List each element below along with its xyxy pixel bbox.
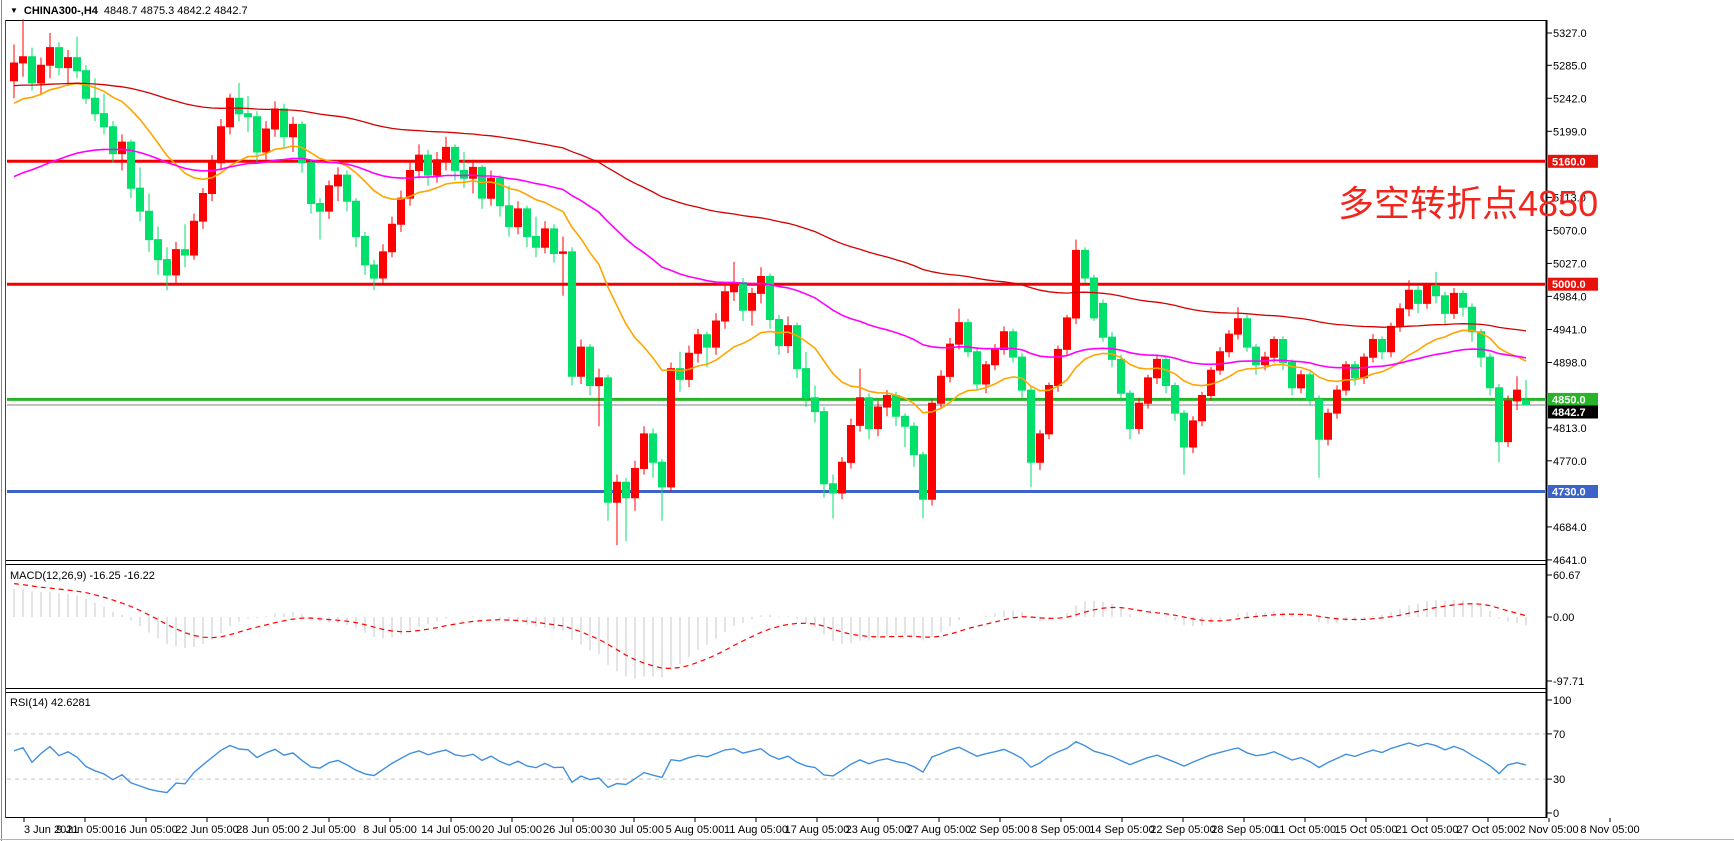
y-axis-label: 4684.0 <box>1553 522 1587 534</box>
ma-line-fast <box>13 82 1527 414</box>
x-axis-label[interactable]: 11 Oct 05:00 <box>1274 824 1336 836</box>
x-axis-label[interactable]: 8 Jul 05:00 <box>363 824 417 836</box>
y-axis-label: 5327.0 <box>1553 28 1587 40</box>
rsi-axis-label: 70 <box>1553 729 1565 741</box>
x-axis-label[interactable]: 26 Jul 05:00 <box>543 824 603 836</box>
y-axis-label: 4813.0 <box>1553 423 1587 435</box>
y-axis-label: 4941.0 <box>1553 325 1587 337</box>
y-axis-label: 5070.0 <box>1553 225 1587 237</box>
macd-signal-line <box>13 583 1527 670</box>
price-badge-4842.7: 4842.7 <box>1548 405 1598 419</box>
x-axis-label[interactable]: 11 Aug 05:00 <box>724 824 788 836</box>
x-axis-label[interactable]: 8 Sep 05:00 <box>1031 824 1090 836</box>
x-axis-label[interactable]: 8 Nov 05:00 <box>1580 824 1639 836</box>
x-axis-label[interactable]: 2 Nov 05:00 <box>1519 824 1578 836</box>
chart-title-bar: ▼ CHINA300-,H4 4848.7 4875.3 4842.2 4842… <box>10 3 248 19</box>
x-axis-label[interactable]: 15 Oct 05:00 <box>1335 824 1398 836</box>
x-axis-label[interactable]: 27 Aug 05:00 <box>907 824 972 836</box>
candle-bodies-bull <box>10 47 1521 503</box>
candle-bodies-bear <box>28 47 1530 503</box>
x-axis-label[interactable]: 2 Jul 05:00 <box>302 824 356 836</box>
x-axis-label[interactable]: 21 Oct 05:00 <box>1396 824 1459 836</box>
y-axis-label: 4641.0 <box>1553 555 1587 567</box>
x-axis-label[interactable]: 5 Aug 05:00 <box>666 824 725 836</box>
symbol-timeframe-label: CHINA300-,H4 <box>23 5 98 17</box>
macd-values: -16.25 -16.22 <box>89 570 155 582</box>
y-axis-label: 4770.0 <box>1553 456 1587 468</box>
rsi-axis-label: 100 <box>1553 695 1571 707</box>
chart-text-annotation: 多空转折点4850 <box>1338 183 1599 224</box>
svg-text:4850.0: 4850.0 <box>1552 394 1586 406</box>
macd-axis-label: -97.71 <box>1553 676 1584 688</box>
svg-text:4842.7: 4842.7 <box>1552 407 1586 419</box>
rsi-indicator-label: RSI(14) 42.6281 <box>10 697 91 709</box>
x-axis-label[interactable]: 27 Oct 05:00 <box>1457 824 1520 836</box>
y-axis-label: 5242.0 <box>1553 93 1587 105</box>
macd-indicator-label: MACD(12,26,9) -16.25 -16.22 <box>10 570 155 582</box>
symbol-dropdown-icon[interactable]: ▼ <box>10 6 18 15</box>
y-axis-label: 5285.0 <box>1553 60 1587 72</box>
macd-axis-label: 60.67 <box>1553 570 1581 582</box>
x-axis-label[interactable]: 17 Aug 05:00 <box>785 824 850 836</box>
x-axis-label[interactable]: 2 Sep 05:00 <box>970 824 1029 836</box>
price-badge-4850.0: 4850.0 <box>1548 392 1598 406</box>
x-axis-label[interactable]: 30 Jul 05:00 <box>604 824 664 836</box>
x-axis-label[interactable]: 28 Sep 05:00 <box>1211 824 1276 836</box>
rsi-axis-label: 0 <box>1553 808 1559 820</box>
rsi-value: 42.6281 <box>50 697 91 709</box>
x-axis-label[interactable]: 16 Jun 05:00 <box>114 824 178 836</box>
x-axis-label[interactable]: 20 Jul 05:00 <box>482 824 542 836</box>
x-axis-label[interactable]: 14 Sep 05:00 <box>1089 824 1154 836</box>
svg-text:5160.0: 5160.0 <box>1552 156 1586 168</box>
x-axis-label[interactable]: 3 Jun 2021 <box>24 824 78 836</box>
svg-text:5000.0: 5000.0 <box>1552 279 1586 291</box>
ma-line-slow <box>13 82 1527 332</box>
x-axis-label[interactable]: 28 Jun 05:00 <box>236 824 300 836</box>
macd-axis-label: 0.00 <box>1553 612 1574 624</box>
y-axis-label: 5199.0 <box>1553 126 1587 138</box>
x-axis-label[interactable]: 9 Jun 05:00 <box>56 824 114 836</box>
y-axis-label: 4898.0 <box>1553 358 1587 370</box>
price-badge-5000.0: 5000.0 <box>1548 277 1598 291</box>
y-axis-label: 5113.0 <box>1553 192 1586 204</box>
x-axis-label[interactable]: 14 Jul 05:00 <box>421 824 481 836</box>
rsi-line <box>13 740 1527 794</box>
rsi-axis-label: 30 <box>1553 774 1565 786</box>
x-axis-label[interactable]: 23 Aug 05:00 <box>846 824 911 836</box>
y-axis-label: 5027.0 <box>1553 258 1587 270</box>
svg-text:4730.0: 4730.0 <box>1552 487 1586 499</box>
y-axis-label: 4984.0 <box>1553 291 1587 303</box>
price-badge-5160.0: 5160.0 <box>1548 154 1598 168</box>
price-badge-4730.0: 4730.0 <box>1548 485 1598 499</box>
ma-line-mid <box>13 148 1527 369</box>
x-axis-label[interactable]: 22 Jun 05:00 <box>175 824 239 836</box>
x-axis-label[interactable]: 22 Sep 05:00 <box>1150 824 1215 836</box>
ohlc-readout: 4848.7 4875.3 4842.2 4842.7 <box>103 5 248 17</box>
